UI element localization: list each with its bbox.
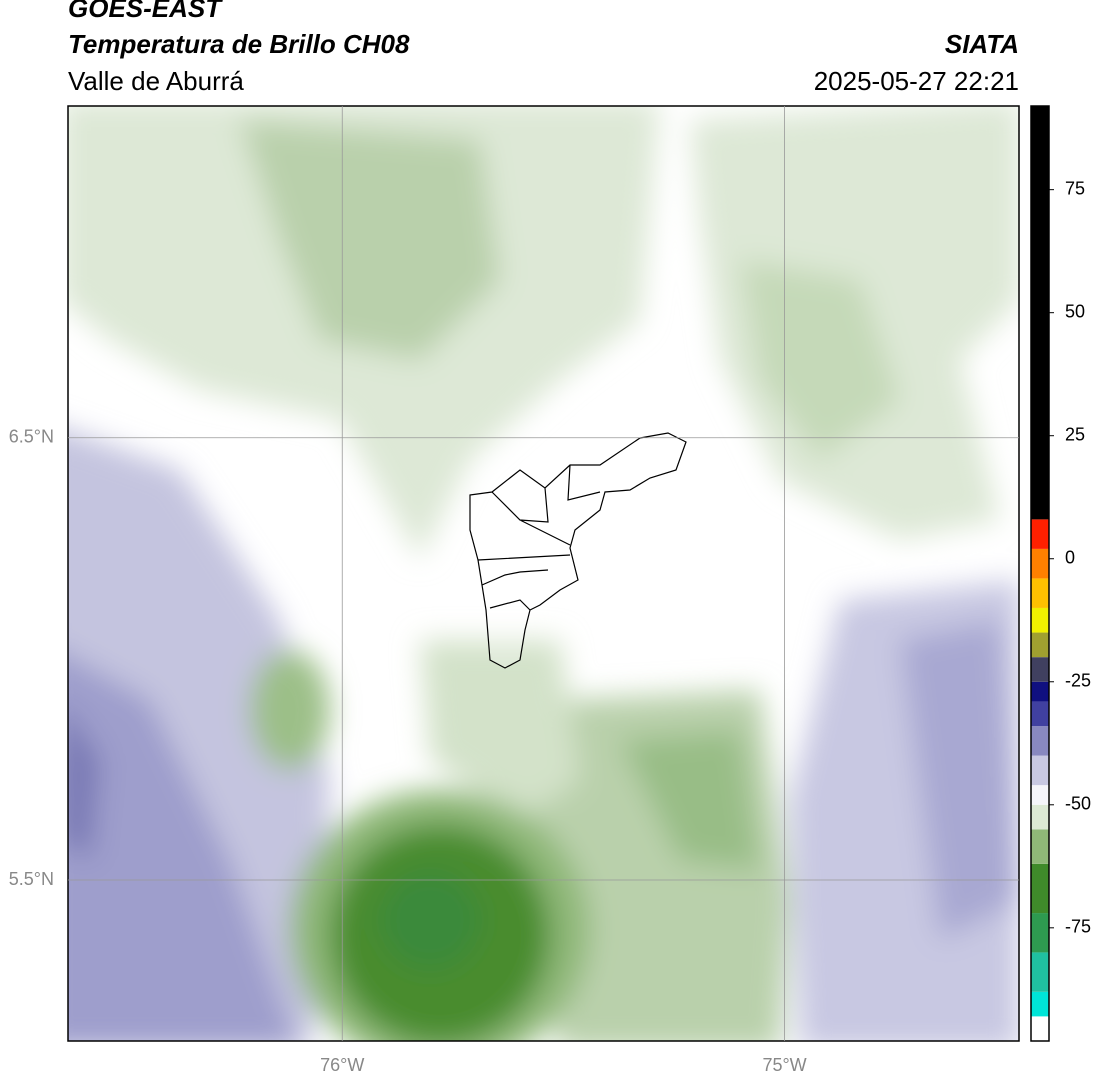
colorbar-segment [1031, 657, 1049, 682]
colorbar-segment [1031, 726, 1049, 756]
colorbar-segment [1031, 952, 1049, 992]
colorbar-segment [1031, 519, 1049, 549]
colorbar-tick-label: 25 [1065, 424, 1085, 444]
colorbar-segment [1031, 1016, 1049, 1041]
lon-tick-label: 76°W [320, 1055, 364, 1075]
region: Valle de Aburrá [68, 66, 244, 96]
colorbar-segment [1031, 785, 1049, 805]
colorbar-tick-label: -75 [1065, 917, 1091, 937]
source: SIATA [945, 29, 1019, 59]
map-field [68, 106, 1019, 1041]
colorbar-tick-label: 50 [1065, 301, 1085, 321]
lat-tick-label: 6.5°N [9, 426, 54, 446]
map-frame [67, 105, 1020, 1042]
colorbar [1031, 106, 1049, 1041]
colorbar-segment [1031, 632, 1049, 658]
colorbar-segment [1031, 755, 1049, 786]
title: GOES-EAST [68, 0, 223, 23]
colorbar-segment [1031, 701, 1049, 727]
colorbar-frame [1030, 105, 1050, 1042]
colorbar-tick-label: 0 [1065, 547, 1075, 567]
colorbar-segment [1031, 607, 1049, 633]
colorbar-segment [1031, 991, 1049, 1017]
colorbar-segment [1031, 681, 1049, 702]
colorbar-segment [1031, 913, 1049, 953]
colorbar-segment [1031, 578, 1049, 608]
colorbar-segment [1031, 106, 1049, 520]
colorbar-segment [1031, 548, 1049, 579]
colorbar-segment [1031, 804, 1049, 830]
lat-tick-label: 5.5°N [9, 869, 54, 889]
colorbar-tick-label: -50 [1065, 794, 1091, 814]
colorbar-tick-label: 75 [1065, 178, 1085, 198]
colorbar-segment [1031, 863, 1049, 914]
colorbar-tick-label: -25 [1065, 671, 1091, 691]
datetime: 2025-05-27 22:21 [814, 66, 1019, 96]
lon-tick-label: 75°W [762, 1055, 806, 1075]
colorbar-segment [1031, 829, 1049, 864]
subtitle: Temperatura de Brillo CH08 [68, 29, 410, 59]
